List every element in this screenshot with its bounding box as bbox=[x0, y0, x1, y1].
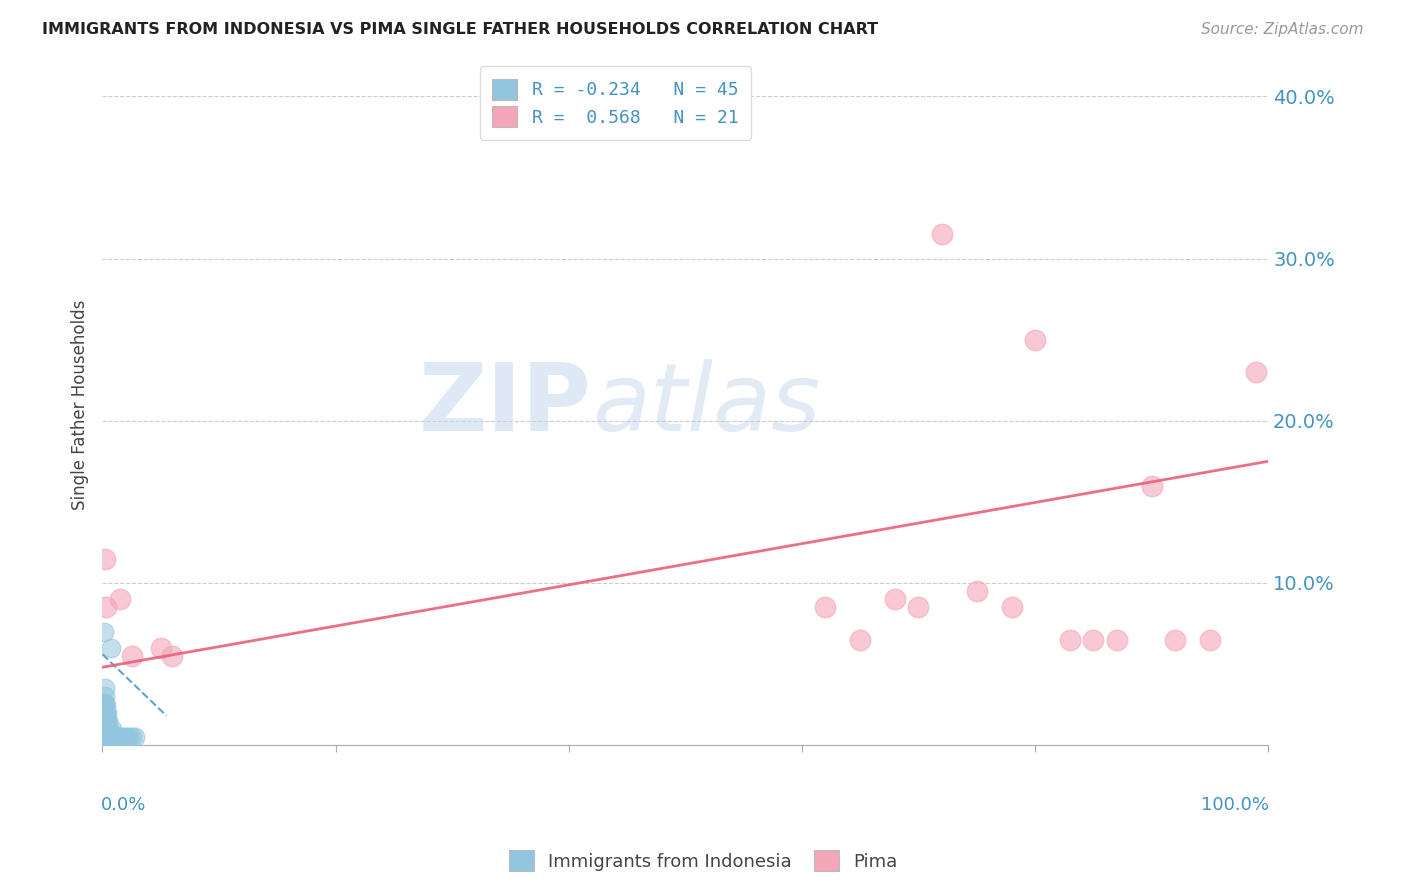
Point bbox=[96, 730, 118, 744]
Point bbox=[94, 700, 117, 714]
Point bbox=[104, 730, 127, 744]
Legend: Immigrants from Indonesia, Pima: Immigrants from Indonesia, Pima bbox=[502, 843, 904, 879]
Point bbox=[1083, 632, 1105, 647]
Point bbox=[1024, 333, 1046, 347]
Point bbox=[94, 706, 117, 720]
Text: IMMIGRANTS FROM INDONESIA VS PIMA SINGLE FATHER HOUSEHOLDS CORRELATION CHART: IMMIGRANTS FROM INDONESIA VS PIMA SINGLE… bbox=[42, 22, 879, 37]
Point bbox=[105, 730, 128, 744]
Point bbox=[93, 714, 115, 728]
Point bbox=[96, 722, 118, 736]
Point bbox=[1001, 600, 1024, 615]
Point bbox=[94, 730, 117, 744]
Y-axis label: Single Father Households: Single Father Households bbox=[72, 300, 89, 509]
Point bbox=[96, 706, 118, 720]
Point bbox=[94, 731, 117, 746]
Point bbox=[93, 698, 115, 712]
Point bbox=[124, 730, 146, 744]
Point bbox=[94, 690, 117, 704]
Point bbox=[100, 640, 122, 655]
Point bbox=[98, 730, 121, 744]
Text: atlas: atlas bbox=[592, 359, 820, 450]
Point bbox=[111, 730, 134, 744]
Text: 0.0%: 0.0% bbox=[101, 797, 146, 814]
Point bbox=[814, 600, 837, 615]
Text: ZIP: ZIP bbox=[419, 359, 592, 450]
Point bbox=[97, 730, 120, 744]
Point bbox=[931, 227, 953, 242]
Point bbox=[93, 624, 115, 639]
Point bbox=[1105, 632, 1128, 647]
Point bbox=[149, 640, 172, 655]
Point bbox=[118, 730, 141, 744]
Point bbox=[94, 714, 117, 728]
Point bbox=[94, 727, 117, 741]
Point bbox=[101, 730, 124, 744]
Point bbox=[121, 648, 143, 663]
Point bbox=[98, 722, 121, 736]
Text: Source: ZipAtlas.com: Source: ZipAtlas.com bbox=[1201, 22, 1364, 37]
Point bbox=[97, 714, 120, 728]
Point bbox=[1059, 632, 1081, 647]
Point bbox=[94, 681, 117, 696]
Point bbox=[1164, 632, 1187, 647]
Point bbox=[100, 722, 122, 736]
Point bbox=[93, 730, 115, 744]
Point bbox=[884, 592, 907, 607]
Point bbox=[1246, 365, 1268, 379]
Point bbox=[1199, 632, 1222, 647]
Point bbox=[162, 648, 184, 663]
Point bbox=[907, 600, 929, 615]
Point bbox=[93, 706, 115, 720]
Point bbox=[96, 714, 118, 728]
Point bbox=[94, 712, 117, 726]
Point bbox=[108, 730, 131, 744]
Text: 100.0%: 100.0% bbox=[1201, 797, 1270, 814]
Point bbox=[94, 706, 117, 720]
Point bbox=[94, 696, 117, 710]
Point bbox=[121, 730, 143, 744]
Point bbox=[115, 730, 138, 744]
Legend: R = -0.234   N = 45, R =  0.568   N = 21: R = -0.234 N = 45, R = 0.568 N = 21 bbox=[479, 66, 751, 139]
Point bbox=[849, 632, 872, 647]
Point bbox=[94, 722, 117, 736]
Point bbox=[94, 600, 117, 615]
Point bbox=[103, 730, 125, 744]
Point bbox=[1140, 478, 1163, 492]
Point bbox=[966, 584, 988, 599]
Point bbox=[94, 717, 117, 731]
Point bbox=[97, 722, 120, 736]
Point bbox=[93, 722, 115, 736]
Point bbox=[94, 698, 117, 712]
Point bbox=[108, 592, 131, 607]
Point bbox=[114, 730, 136, 744]
Point bbox=[107, 730, 129, 744]
Point bbox=[94, 551, 117, 566]
Point bbox=[107, 730, 129, 744]
Point bbox=[94, 722, 117, 736]
